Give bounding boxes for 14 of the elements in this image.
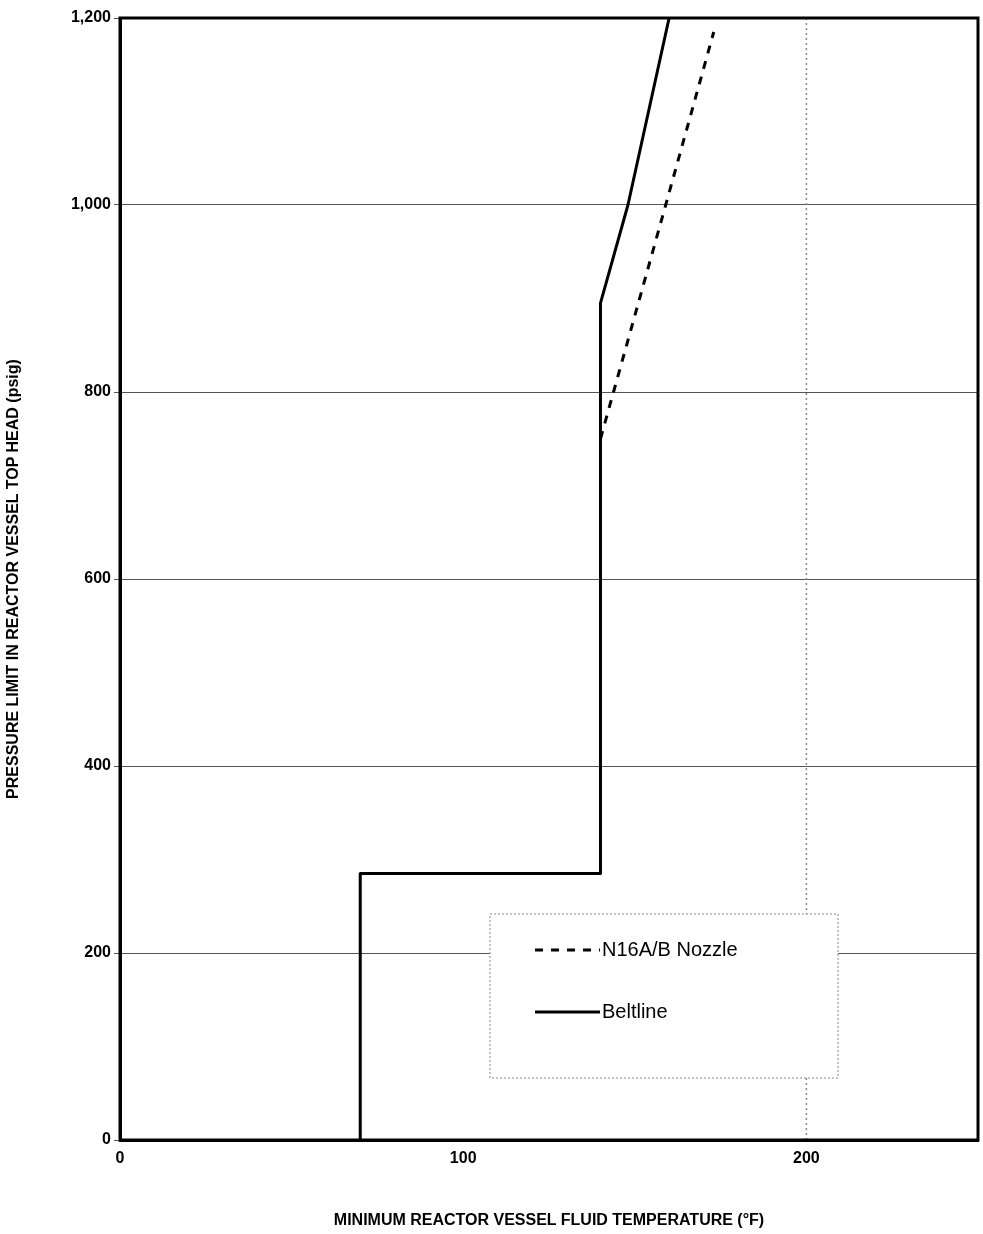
x-axis-title: MINIMUM REACTOR VESSEL FLUID TEMPERATURE (°F) — [333, 1210, 765, 1228]
y-tick-label: 1,000 — [70, 195, 112, 213]
y-tick-label: 400 — [84, 756, 112, 774]
x-tick-label: 0 — [115, 1149, 125, 1167]
x-tick-label: 200 — [793, 1149, 820, 1167]
y-tick-label: 1,200 — [70, 8, 112, 26]
y-tick-label: 600 — [84, 569, 112, 587]
legend-label: N16A/B Nozzle — [602, 937, 738, 960]
y-tick-label: 800 — [84, 382, 112, 400]
y-tick-label: 0 — [102, 1130, 112, 1148]
y-axis-title: PRESSURE LIMIT IN REACTOR VESSEL TOP HEAD (psig) — [4, 359, 22, 799]
y-tick-label: 200 — [84, 943, 112, 961]
x-tick-label: 100 — [449, 1149, 477, 1167]
legend-label: Beltline — [602, 999, 668, 1022]
